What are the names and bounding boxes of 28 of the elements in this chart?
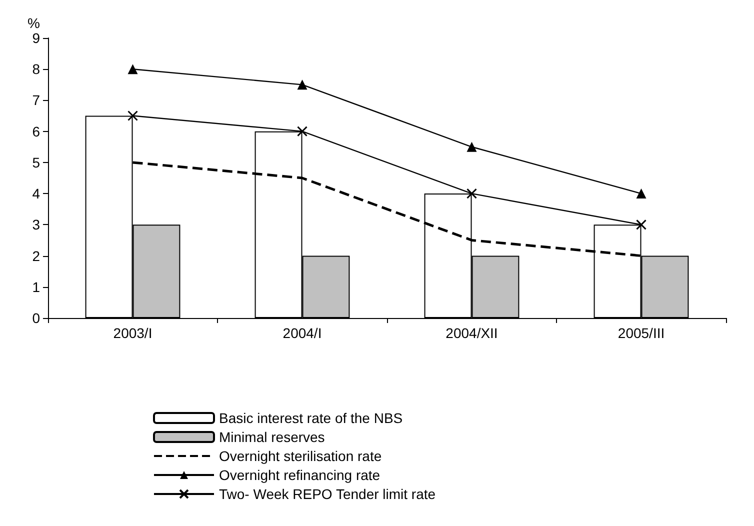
x-tick-label: 2004/XII	[446, 325, 498, 341]
legend-label: Overnight refinancing rate	[219, 467, 380, 483]
y-tick-label: 3	[32, 216, 40, 233]
y-tick-label: 6	[32, 123, 40, 140]
y-tick-label: 1	[32, 278, 40, 295]
point	[636, 219, 646, 230]
point	[128, 110, 138, 122]
y-tick-label: 7	[32, 92, 40, 108]
point	[636, 188, 646, 199]
point	[297, 126, 308, 137]
x-tick-label: 2005/III	[618, 325, 665, 341]
x-tick-label: 2003/I	[113, 325, 152, 341]
legend-label: Overnight sterilisation rate	[219, 448, 382, 464]
y-tick-label: 2	[32, 248, 40, 264]
y-axis-title: %	[28, 15, 40, 31]
y-tick-label: 5	[32, 154, 40, 170]
x-tick-label: 2004/I	[282, 325, 322, 341]
y-tick-label: 0	[32, 310, 40, 326]
point	[466, 188, 477, 199]
y-tick-label: 9	[32, 30, 40, 46]
legend-label: Two- Week REPO Tender limit rate	[219, 486, 436, 502]
legend-label: Minimal reserves	[219, 429, 325, 445]
point	[466, 142, 477, 152]
y-tick-label: 4	[32, 186, 40, 202]
point	[297, 80, 308, 90]
y-tick-label: 8	[32, 61, 40, 78]
legend-label: Basic interest rate of the NBS	[219, 410, 403, 426]
point	[128, 64, 138, 74]
